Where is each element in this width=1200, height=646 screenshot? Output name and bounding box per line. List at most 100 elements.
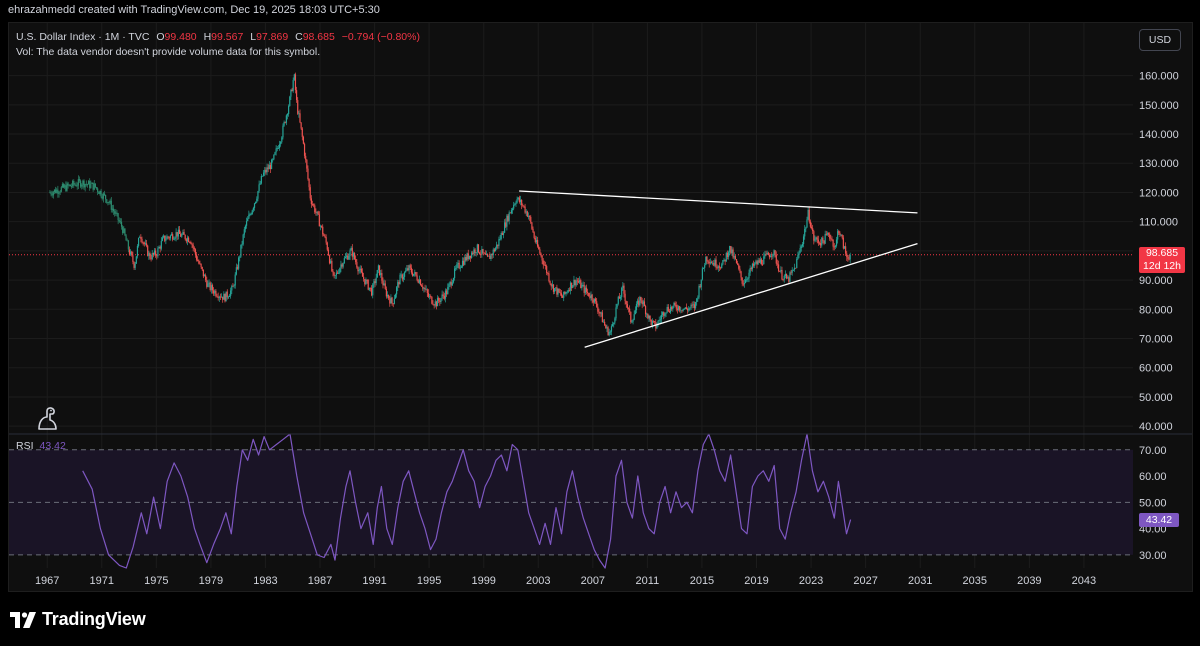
candle-body (298, 113, 300, 115)
candle-body (718, 266, 721, 268)
candle-body (765, 254, 767, 255)
rsi-label[interactable]: RSI (16, 440, 34, 452)
candle-body (57, 189, 59, 194)
low-label: L (250, 31, 257, 43)
candle-body (330, 260, 332, 264)
candle-body (235, 267, 237, 275)
candle-body (360, 268, 362, 273)
candle-body (814, 239, 816, 241)
trendline-upper[interactable] (519, 190, 918, 214)
candle-body (446, 290, 448, 295)
price-tick-label: 140.000 (1139, 129, 1179, 141)
candle-body (631, 321, 633, 323)
candle-body (750, 268, 752, 270)
candle-body (306, 159, 308, 169)
candle-body (114, 211, 116, 214)
candle-body (443, 295, 445, 299)
candle-body (543, 264, 546, 266)
time-tick-label: 1999 (471, 575, 495, 587)
candle-body (137, 237, 140, 246)
candle-body (261, 175, 264, 177)
candle-body (353, 253, 356, 260)
candle-body (817, 239, 819, 243)
candle-body (440, 298, 442, 303)
candle-body (656, 325, 658, 329)
dinosaur-icon[interactable] (38, 407, 57, 430)
chart-svg[interactable]: 160.000 150.000 140.000 130.000 120.000 110.0… (9, 23, 1192, 591)
candle-body (180, 233, 182, 237)
candle-body (475, 252, 477, 254)
candle-body (579, 280, 581, 283)
candle-body (666, 306, 668, 313)
candle-body (489, 255, 491, 259)
candle-body (170, 234, 173, 236)
candle-body (410, 267, 413, 273)
candle-body (762, 263, 764, 265)
candle-body (652, 320, 655, 322)
candle-body (589, 296, 591, 298)
candle-body (283, 121, 285, 126)
candle-body (376, 270, 378, 278)
candle-body (49, 192, 51, 194)
candle-body (791, 270, 793, 273)
candle-body (507, 215, 509, 221)
candle-body (76, 185, 78, 187)
candle-body (406, 268, 408, 271)
chart-area[interactable]: 160.000 150.000 140.000 130.000 120.000 110.0… (8, 22, 1193, 592)
candle-body (401, 274, 403, 280)
candle-body (787, 277, 789, 279)
rsi-legend[interactable]: RSI 43.42 (16, 440, 66, 452)
candle-body (98, 191, 100, 194)
candle-body (363, 276, 365, 279)
candle-body (564, 291, 566, 294)
candle-body (439, 300, 441, 303)
candle-body (608, 331, 610, 336)
candle-body (225, 291, 227, 302)
candle-body (549, 281, 551, 284)
candle-body (214, 290, 216, 294)
candle-body (485, 254, 488, 255)
candle-body (616, 303, 618, 308)
candle-body (60, 187, 62, 192)
candle-body (668, 311, 671, 313)
candle-body (508, 212, 510, 221)
candle-body (447, 287, 449, 295)
candle-body (156, 255, 158, 257)
candle-body (651, 320, 653, 326)
candle-body (396, 287, 398, 295)
candle-body (581, 285, 583, 289)
candle-body (681, 310, 683, 312)
candle-body (610, 326, 613, 332)
candle-body (85, 183, 87, 185)
price-tick-label: 60.000 (1139, 363, 1173, 375)
candle-body (285, 115, 287, 123)
candle-body (492, 249, 494, 256)
candle-body (147, 245, 149, 256)
candle-body (200, 263, 202, 267)
candle-body (400, 274, 402, 276)
symbol-legend[interactable]: U.S. Dollar Index · 1M · TVC O99.480 H99… (16, 31, 420, 43)
candle-body (555, 287, 557, 289)
candle-body (477, 244, 480, 253)
candle-body (343, 258, 345, 264)
candle-body (734, 256, 736, 259)
candle-body (112, 208, 115, 212)
candle-body (173, 238, 175, 240)
candle-body (334, 275, 336, 276)
time-tick-label: 2027 (853, 575, 877, 587)
candle-body (239, 256, 241, 258)
candle-body (140, 237, 142, 239)
symbol-name[interactable]: U.S. Dollar Index · 1M · TVC (16, 31, 150, 43)
currency-button[interactable]: USD (1139, 29, 1181, 51)
candle-body (181, 234, 183, 237)
rsi-tick-label: 30.00 (1139, 550, 1167, 562)
candle-body (517, 197, 519, 200)
tradingview-logo[interactable]: TradingView (10, 609, 146, 630)
candle-body (464, 257, 466, 265)
candle-body (233, 285, 235, 287)
price-tick-label: 130.000 (1139, 158, 1179, 170)
candle-body (423, 287, 425, 289)
candle-body (499, 238, 501, 240)
trendline-lower[interactable] (584, 242, 918, 348)
